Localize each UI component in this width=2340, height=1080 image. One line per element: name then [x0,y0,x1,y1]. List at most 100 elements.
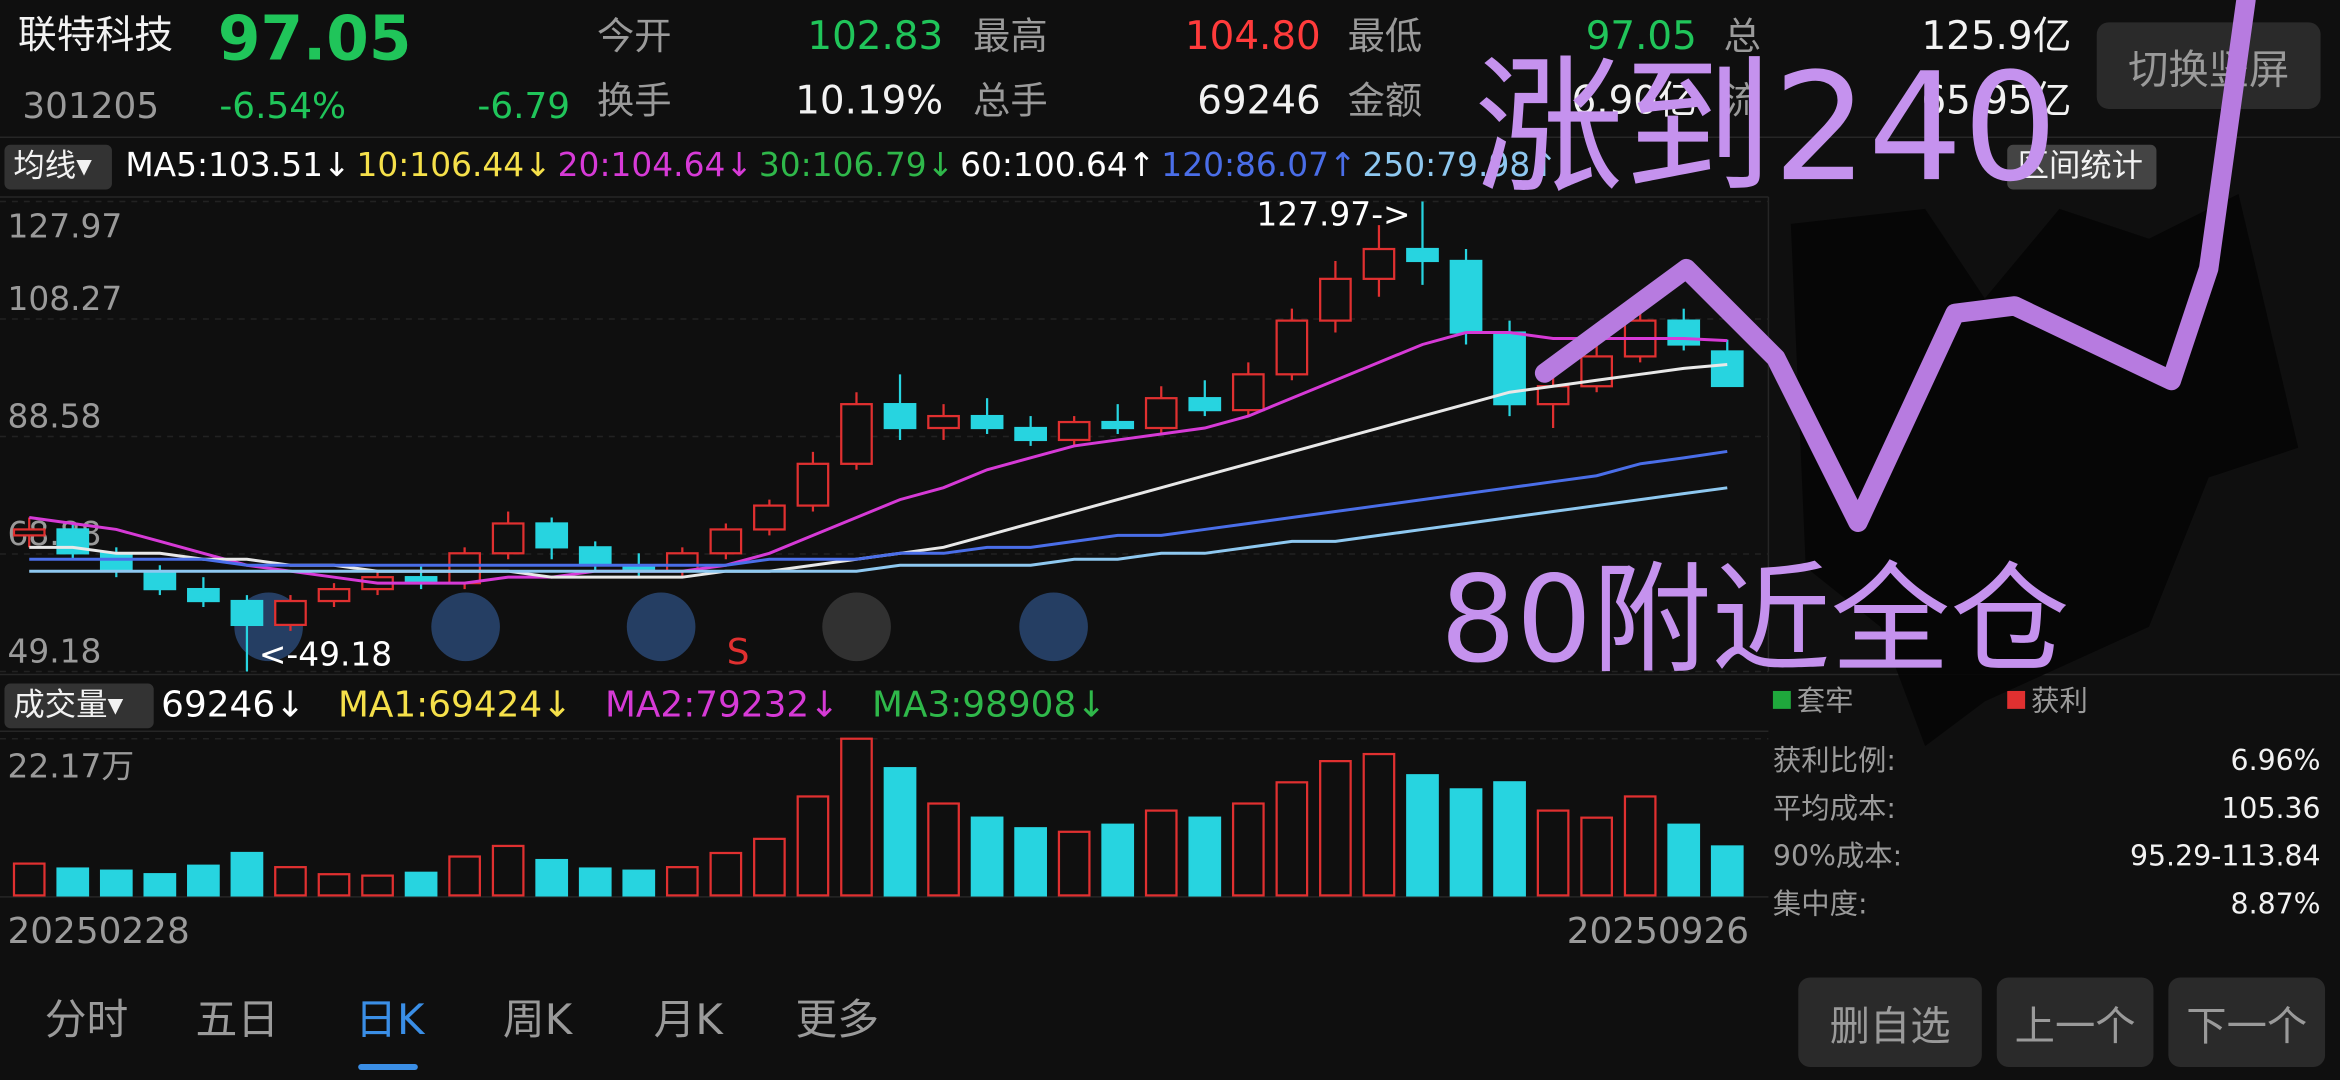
ma-value: 20:104.64↓ [557,147,753,186]
button-label: 删自选 [1829,1003,1951,1050]
previous-button[interactable]: 上一个 [1996,977,2154,1068]
quote-label: 今开 [596,14,672,59]
stat-label: 集中度: [1772,887,1868,921]
quote-value: 102.83 [807,14,944,60]
volume-bar [1319,759,1352,897]
candle-body [578,546,612,567]
ma-values: MA5:103.51↓ 10:106.44↓ 20:104.64↓ 30:106.79… [125,147,1557,186]
candle-body [1449,259,1483,334]
volume-selector[interactable] [4,683,154,729]
change-pct: -6.54% [219,85,347,127]
volume-bar [12,862,46,897]
volume-bar [927,802,960,897]
period-tab[interactable]: 月K [653,995,723,1045]
chart-control[interactable] [822,592,891,662]
change: -6.79 [477,85,571,127]
signal-marker: S [727,632,750,673]
volume-bar [1710,845,1744,897]
candle-body [230,599,264,627]
stat-value: 105.36 [2221,792,2321,826]
ma-value: MA5:103.51↓ [125,147,351,186]
volume-bar [1362,752,1396,897]
candle-body [709,528,743,555]
legend-label: 套牢 [1796,684,1854,718]
candle-body [1057,420,1091,442]
candle-body [1710,350,1744,388]
volume-bar [1580,816,1614,897]
high-label: 127.97-> [1256,195,1410,233]
quote-value: 69246 [1197,79,1321,124]
candle-body [99,552,133,573]
volume-bar [230,851,264,897]
ma-value: 10:106.44↓ [356,147,552,186]
stat-label: 平均成本: [1772,792,1896,826]
candle-body [883,403,917,430]
volume-bar [840,737,873,897]
end-date: 20250926 [1566,910,1750,953]
volume-selector-label: 成交量▾ [13,686,124,723]
volume-bar [796,795,830,897]
volume-ma-value: MA2:79232↓ [605,683,840,726]
period-tab[interactable]: 周K [502,995,573,1045]
period-tab[interactable]: 分时 [44,995,129,1045]
volume-bar [883,767,917,897]
ma-line [29,331,1728,585]
legend-swatch [2007,690,2026,709]
low-label: <-49.18 [259,636,392,674]
handwritten-note: 80附近全仓 [1440,550,2070,690]
volume-bar [709,851,743,897]
legend-label: 获利 [2031,684,2088,718]
candle-body [1101,420,1135,430]
volume-bar [448,855,481,897]
period-tab[interactable]: 日K [355,995,425,1045]
button-label: 上一个 [2014,1003,2136,1050]
y-tick-label: 108.27 [7,280,122,318]
quote-label: 换手 [596,79,672,123]
volume-bar [491,844,525,897]
ma-line [29,486,1728,573]
volume-bar [970,816,1004,897]
stock-code: 301205 [22,85,160,127]
quote-value: 104.80 [1184,14,1321,60]
volume-bar [143,873,177,897]
y-tick-label: 49.18 [7,633,101,671]
volume-bar [317,873,351,897]
remove-watch-button[interactable]: 删自选 [1798,977,1982,1068]
chart-control[interactable] [1019,592,1088,662]
period-tab[interactable]: 更多 [795,995,880,1045]
button-label: 切换竖屏 [2128,47,2290,94]
volume-bar [1667,823,1701,897]
volume-bar [1493,781,1526,897]
ma-selector[interactable] [4,144,112,190]
candle-body [1144,397,1178,430]
volume-bar [1188,816,1222,897]
volume-bar [1623,795,1657,897]
button-label: 下一个 [2186,1003,2308,1050]
volume-bar [1449,788,1483,897]
candle-body [274,599,307,627]
chart-control[interactable] [626,592,696,662]
quote-label: 最高 [973,14,1048,59]
stat-value: 8.87% [2230,887,2321,921]
candle-body [927,414,960,430]
volume-bar [1101,823,1135,897]
legend-swatch [1772,690,1791,709]
candle-body [448,552,481,585]
volume-bar [187,864,220,897]
switch-orientation-button[interactable]: 切换竖屏 [2096,22,2321,109]
next-button[interactable]: 下一个 [2168,977,2326,1068]
ma-value: 60:100.64↑ [960,147,1156,186]
stat-label: 90%成本: [1772,840,1903,874]
volume-bar [1536,809,1570,897]
period-tab[interactable]: 五日 [195,995,280,1045]
price: 97.05 [217,2,412,75]
volume-bar [361,874,394,897]
y-tick-label: 127.97 [7,207,122,245]
chart-control[interactable] [431,592,500,662]
volume-values: 69246↓ MA1:69424↓ MA2:79232↓ MA3:98908↓ [161,686,1106,722]
ma-value: 30:106.79↓ [758,147,955,186]
volume-bar [274,866,307,897]
candle-body [317,587,351,603]
